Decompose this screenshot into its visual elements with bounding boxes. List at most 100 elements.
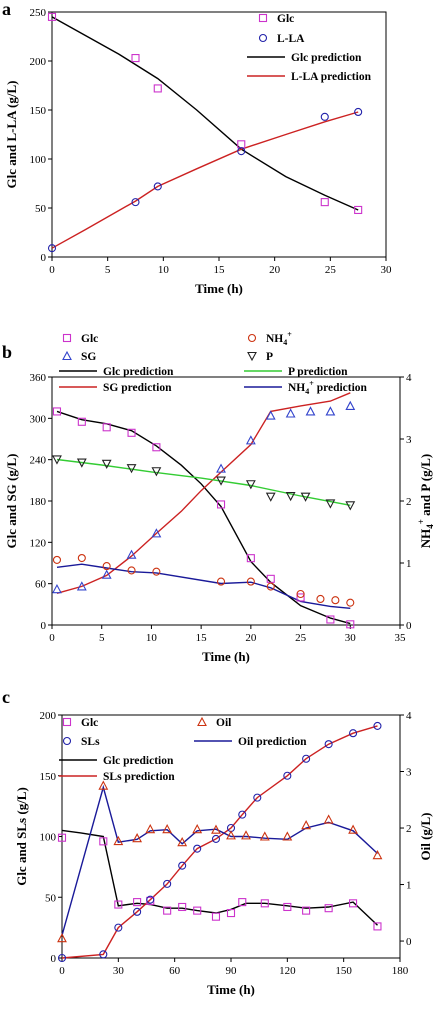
data-point-l-la <box>153 182 162 191</box>
label-rest: prediction <box>314 382 368 394</box>
series-line-glc-prediction <box>61 829 378 926</box>
data-point-sls <box>238 810 247 819</box>
legend-marker-glc <box>62 333 72 343</box>
chart-panel-a: 0 5 10 15 20 25 30 0 50 100 150 200 250 Time (h) Glc a… <box>4 7 392 296</box>
data-point-p <box>300 492 311 502</box>
data-point-glc <box>52 407 62 416</box>
x-tick-label: 30 <box>113 965 125 977</box>
legend: Glc Oil SLs Oil prediction Glc prediction SLs… <box>59 716 307 783</box>
y2-tick-label: 3 <box>406 767 412 779</box>
x-tick-label: 0 <box>49 632 55 644</box>
x-axis-label: Time (h) <box>195 281 243 296</box>
legend-marker-glc <box>62 717 72 727</box>
y-tick-label: 200 <box>30 56 47 68</box>
data-point-sg <box>101 569 112 579</box>
data-point-glc <box>216 500 226 509</box>
y2-tick-label: 4 <box>406 372 412 384</box>
legend-label-sls: SLs <box>81 736 100 748</box>
x-tick-label: 5 <box>105 264 111 276</box>
data-point-glc <box>77 417 86 426</box>
data-point-glc <box>47 12 57 21</box>
y2-tick-label: 4 <box>406 710 412 722</box>
data-point-oil <box>145 823 156 834</box>
y2-axis-label: Oil (g/L) <box>418 812 433 860</box>
data-point-sg <box>285 408 296 418</box>
y-axis-label: Glc and SG (g/L) <box>4 454 19 549</box>
legend-label-glc-prediction: Glc prediction <box>103 755 174 767</box>
data-point-glc <box>152 443 161 452</box>
y-axis-label: Glc and SLs (g/L) <box>14 787 29 886</box>
legend: Glc L-LA Glc prediction L-LA prediction <box>247 13 372 83</box>
data-point-sg <box>245 435 256 445</box>
legend-label-glc: Glc <box>277 13 294 25</box>
data-point-oil <box>113 835 124 846</box>
legend-label-p-prediction: P prediction <box>288 366 348 378</box>
data-point-l-la <box>320 112 329 121</box>
data-point-sls <box>193 844 202 853</box>
x-tick-label: 35 <box>395 632 407 644</box>
x-tick-label: 10 <box>146 632 158 644</box>
data-point-glc <box>193 906 202 915</box>
legend: Glc NH4+ SG P Glc prediction P prediction SG p… <box>59 330 368 396</box>
x-tick-label: 30 <box>345 632 357 644</box>
data-point-sls <box>349 729 358 738</box>
series-line-sg-prediction <box>56 392 351 594</box>
plot-frame <box>51 376 401 626</box>
y-tick-label: 100 <box>40 832 57 844</box>
y-tick-label: 0 <box>51 953 57 965</box>
x-tick-label: 15 <box>214 264 226 276</box>
data-point-glc <box>226 908 236 918</box>
y-tick-label: 50 <box>45 892 57 904</box>
legend-label-nh4plus: NH4+ <box>266 330 292 347</box>
series-line-sls-prediction <box>61 725 378 959</box>
data-point-oil <box>282 831 293 841</box>
y-tick-label: 180 <box>30 496 47 508</box>
y2-tick-label: 1 <box>406 880 412 892</box>
data-point-oil <box>177 836 188 847</box>
data-point-glc <box>114 900 123 909</box>
data-point-p <box>325 499 336 509</box>
data-point-oil <box>372 849 383 860</box>
data-point-nh4plus <box>331 596 340 605</box>
data-point-sg <box>52 584 62 594</box>
data-point-glc <box>283 902 292 912</box>
data-point-oil <box>211 824 221 834</box>
data-point-nh4plus <box>52 555 62 564</box>
y-tick-label: 0 <box>41 620 47 632</box>
data-point-sls <box>163 879 172 888</box>
legend-label-glc: Glc <box>81 333 98 345</box>
data-point-glc <box>133 898 142 907</box>
data-point-sls <box>99 950 108 959</box>
data-point-sls <box>302 754 311 763</box>
panel-label-b: b <box>2 342 12 362</box>
series-line-l-la-prediction <box>51 111 359 249</box>
legend-label-sg: SG <box>81 351 96 363</box>
data-point-sls <box>211 834 221 843</box>
legend-label-glc: Glc <box>81 717 98 729</box>
data-point-glc <box>99 837 108 846</box>
x-tick-label: 20 <box>269 264 281 276</box>
data-point-sg <box>265 410 276 420</box>
x-tick-label: 0 <box>59 965 65 977</box>
data-point-oil <box>348 824 358 834</box>
data-point-glc <box>349 899 358 908</box>
subscript: 4 <box>283 338 287 347</box>
x-tick-label: 120 <box>279 965 296 977</box>
data-point-oil <box>57 933 67 943</box>
data-point-l-la <box>354 107 363 117</box>
data-point-sls <box>114 923 123 932</box>
data-point-glc <box>302 906 311 915</box>
data-point-glc <box>246 554 255 563</box>
x-tick-label: 15 <box>196 632 208 644</box>
panel-label-a: a <box>2 0 11 19</box>
data-point-sls <box>57 953 67 963</box>
legend-label-l-la: L-LA <box>277 33 305 45</box>
data-point-oil <box>162 823 173 834</box>
data-point-glc <box>346 620 355 629</box>
y-tick-label: 200 <box>40 710 57 722</box>
data-point-glc <box>178 902 187 912</box>
data-point-nh4plus <box>266 582 275 591</box>
x-axis-label: Time (h) <box>207 982 255 997</box>
legend-label-oil-prediction: Oil prediction <box>238 736 307 748</box>
